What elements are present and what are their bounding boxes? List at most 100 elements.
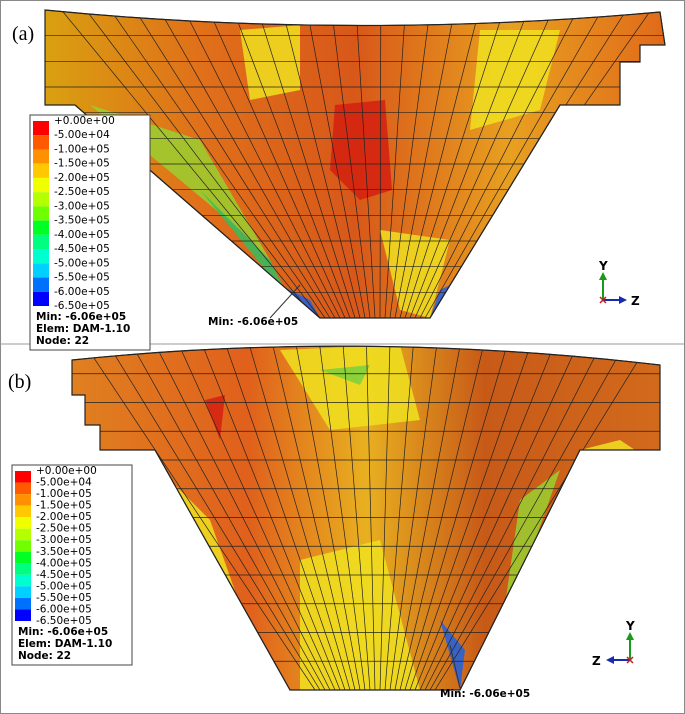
- mesh-line: [199, 10, 346, 318]
- mesh-line: [354, 10, 376, 318]
- legend-label: -2.50e+05: [36, 523, 92, 535]
- mesh-line: [414, 10, 562, 318]
- min-info: Min: -6.06e+05: [36, 311, 126, 323]
- legend-label: -1.00e+05: [54, 143, 110, 155]
- mesh-line: [404, 10, 511, 318]
- min-info: Elem: DAM-1.10: [18, 638, 112, 650]
- legend-swatch: [33, 206, 49, 221]
- legend-label: -4.00e+05: [54, 229, 110, 241]
- axis-arrow-head: [599, 272, 607, 280]
- legend-swatch: [33, 263, 49, 278]
- mesh-line: [302, 10, 366, 318]
- legend-label: -5.50e+05: [54, 272, 110, 284]
- mesh-line: [277, 10, 361, 318]
- contour-region: [470, 30, 560, 130]
- legend-label: +0.00e+00: [36, 465, 97, 477]
- mesh-line: [424, 346, 612, 690]
- mesh-line: [384, 10, 408, 318]
- legend-swatch: [15, 551, 31, 564]
- dam-outline: [44, 9, 666, 319]
- mesh-line: [404, 346, 514, 690]
- legend-label: -3.50e+05: [54, 215, 110, 227]
- legend-label: -5.50e+05: [36, 592, 92, 604]
- legend-box: [29, 114, 151, 351]
- axis-label: Y: [598, 259, 608, 273]
- min-annotation: Min: -6.06e+05: [208, 316, 298, 328]
- mesh-line: [365, 346, 376, 690]
- legend-swatch: [15, 563, 31, 575]
- mesh-line: [434, 346, 660, 690]
- legend-swatch: [33, 234, 49, 250]
- legend-label: +0.00e+00: [54, 115, 115, 127]
- contour-region: [380, 230, 450, 318]
- mesh-line: [409, 346, 538, 690]
- mesh-line: [316, 346, 366, 690]
- mesh-line: [225, 10, 351, 318]
- legend-swatch: [15, 482, 31, 495]
- legend-swatch: [33, 192, 49, 207]
- legend-swatch: [15, 574, 31, 587]
- contour-region: [240, 25, 300, 100]
- mesh-line: [414, 346, 563, 690]
- mesh-line: [72, 346, 316, 690]
- mesh-line: [399, 346, 489, 690]
- mesh-line: [218, 346, 346, 690]
- min-info: Elem: DAM-1.10: [36, 323, 130, 335]
- legend-swatch: [15, 540, 31, 552]
- axis-arrow-head: [619, 296, 627, 304]
- legend-label: -1.50e+05: [54, 158, 110, 170]
- leader-line: [449, 644, 461, 689]
- axis-label: Z: [631, 294, 640, 308]
- panel-label: (a): [12, 23, 34, 45]
- legend-swatch: [33, 220, 49, 235]
- legend-box: [11, 464, 133, 666]
- leader-line: [269, 284, 301, 319]
- mesh-line: [394, 10, 459, 318]
- mesh-line: [96, 346, 321, 690]
- legend-swatch: [33, 249, 49, 264]
- legend-label: -4.50e+05: [36, 569, 92, 581]
- legend-label: -5.00e+05: [54, 257, 110, 269]
- min-info: Node: 22: [18, 650, 71, 662]
- dam-outline: [71, 345, 661, 691]
- mesh-line: [389, 10, 433, 318]
- min-info: Node: 22: [36, 335, 89, 347]
- legend-swatch: [15, 471, 31, 483]
- legend-label: -1.00e+05: [36, 488, 92, 500]
- legend-swatch: [33, 135, 49, 150]
- mesh-line: [409, 10, 537, 318]
- mesh-line: [419, 346, 587, 690]
- legend-label: -3.50e+05: [36, 546, 92, 558]
- axis-arrow-head: [606, 656, 614, 664]
- mesh-line: [429, 346, 636, 690]
- legend-swatch: [15, 494, 31, 506]
- legend-swatch: [15, 505, 31, 518]
- contour-region: [300, 540, 420, 690]
- legend-swatch: [33, 163, 49, 178]
- mesh-line: [145, 346, 331, 690]
- mesh-line: [379, 10, 382, 318]
- mesh-line: [341, 346, 371, 690]
- legend-swatch: [15, 597, 31, 610]
- axis-label: Z: [592, 654, 601, 668]
- contour-region: [205, 395, 225, 440]
- legend-label: -5.00e+04: [54, 129, 110, 141]
- legend-label: -6.00e+05: [36, 603, 92, 615]
- mesh-line: [70, 10, 321, 318]
- mesh-line: [122, 10, 331, 318]
- mesh-line: [96, 10, 326, 318]
- legend-swatch: [33, 177, 49, 193]
- legend-label: -6.00e+05: [54, 286, 110, 298]
- mesh-line: [424, 10, 614, 318]
- axis-origin: [599, 296, 607, 304]
- legend-swatch: [33, 277, 49, 292]
- mesh-line: [292, 346, 361, 690]
- mesh-line: [267, 346, 356, 690]
- mesh-line: [243, 346, 351, 690]
- axis-label: Y: [625, 619, 635, 633]
- legend-swatch: [15, 528, 31, 541]
- legend-label: -1.50e+05: [36, 500, 92, 512]
- min-annotation: Min: -6.06e+05: [440, 688, 530, 700]
- mesh-line: [194, 346, 341, 690]
